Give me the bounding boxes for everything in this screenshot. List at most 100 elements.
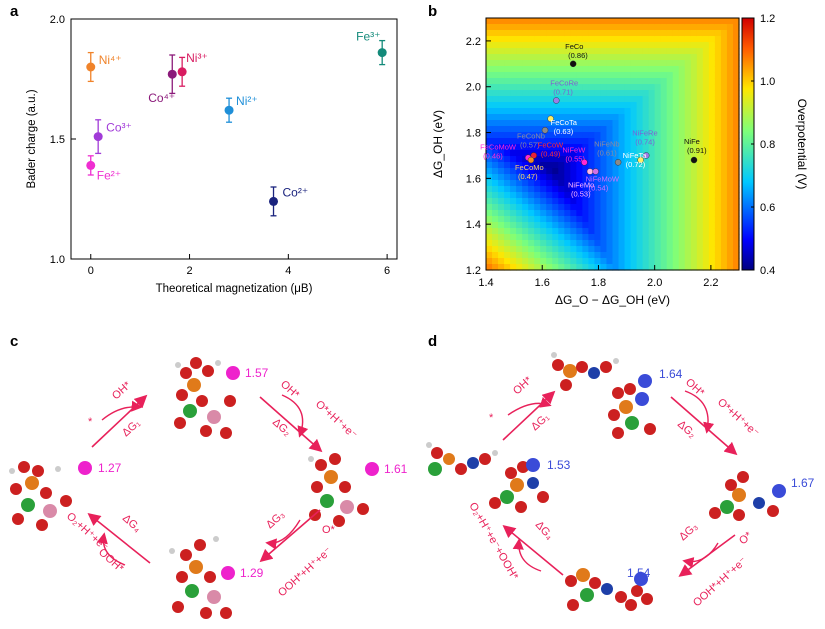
heatmap-cell [540, 102, 547, 109]
heatmap-cell [516, 264, 523, 271]
heatmap-cell [516, 102, 523, 109]
heatmap-cell [528, 258, 535, 265]
heatmap-cell [564, 36, 571, 43]
heatmap-cell [516, 204, 523, 211]
heatmap-cell [606, 96, 614, 103]
heatmap-cell [546, 138, 553, 145]
heatmap-cell [624, 78, 632, 85]
heatmap-cell [732, 204, 740, 211]
heatmap-cell [702, 156, 710, 163]
heatmap-cell [516, 30, 523, 37]
y-tick-label-b: 2.0 [466, 82, 481, 94]
heatmap-cell [732, 144, 740, 151]
heatmap-cell [570, 102, 577, 109]
heatmap-cell [732, 168, 740, 175]
heatmap-cell [522, 198, 529, 205]
heatmap-cell [720, 180, 728, 187]
heatmap-cell [660, 30, 668, 37]
heatmap-cell [498, 108, 505, 115]
active-site-top-d [638, 374, 652, 388]
heatmap-point-name: NiFeMo [568, 180, 594, 189]
heatmap-cell [636, 222, 644, 229]
heatmap-cell [636, 246, 644, 253]
heatmap-cell [540, 96, 547, 103]
heatmap-cell [600, 252, 608, 259]
heatmap-cell [672, 36, 680, 43]
heatmap-cell [624, 30, 632, 37]
heatmap-point-name: FeCoRe [550, 78, 578, 87]
heatmap-cell [648, 228, 656, 235]
heatmap-cell [636, 216, 644, 223]
arrow-step3-c [259, 509, 321, 563]
heatmap-cell [534, 174, 541, 181]
heatmap-cell [528, 78, 535, 85]
step4-product-c: O₂+H⁺+e⁻ [64, 510, 110, 553]
heatmap-cell [540, 48, 547, 55]
heatmap-cell [612, 156, 620, 163]
heatmap-cell [720, 114, 728, 121]
heatmap-cell [594, 18, 602, 25]
heatmap-cell [672, 174, 680, 181]
heatmap-cell [546, 180, 553, 187]
heatmap-cell [636, 228, 644, 235]
heatmap-cell [636, 108, 644, 115]
heatmap-cell [648, 216, 656, 223]
heatmap-cell [732, 48, 740, 55]
heatmap-cell [624, 216, 632, 223]
heatmap-cell [684, 36, 692, 43]
heatmap-cell [570, 246, 577, 253]
heatmap-cell [684, 186, 692, 193]
heatmap-cell [708, 60, 716, 67]
heatmap-cell [636, 264, 644, 271]
heatmap-cell [630, 186, 638, 193]
heatmap-cell [576, 168, 583, 175]
heatmap-cell [606, 204, 614, 211]
heatmap-cell [522, 18, 529, 25]
heatmap-cell [618, 96, 626, 103]
heatmap-cell [708, 138, 716, 145]
heatmap-cell [564, 156, 571, 163]
heatmap-cell [576, 90, 583, 97]
heatmap-cell [690, 24, 698, 31]
heatmap-cell [486, 240, 493, 247]
heatmap-cell [552, 174, 559, 181]
heatmap-cell [618, 198, 626, 205]
heatmap-point-name: NiFe [684, 137, 700, 146]
heatmap-cell [678, 162, 686, 169]
heatmap-cell [690, 264, 698, 271]
heatmap-cell [540, 78, 547, 85]
heatmap-cell [522, 150, 529, 157]
heatmap-cell [522, 84, 529, 91]
heatmap-cell [528, 90, 535, 97]
heatmap-cell [516, 198, 523, 205]
heatmap-cell [714, 252, 722, 259]
heatmap-cell [564, 264, 571, 271]
heatmap-cell [684, 96, 692, 103]
heatmap-cell [504, 90, 511, 97]
heatmap-cell [534, 30, 541, 37]
heatmap-cell [606, 18, 614, 25]
heatmap-cell [582, 150, 590, 157]
heatmap-cell [552, 234, 559, 241]
heatmap-cell [714, 150, 722, 157]
heatmap-cell [726, 246, 734, 253]
heatmap-cell [684, 204, 692, 211]
heatmap-cell [606, 264, 614, 271]
heatmap-cell [660, 72, 668, 79]
heatmap-cell [660, 90, 668, 97]
heatmap-cell [588, 18, 596, 25]
heatmap-cell [576, 72, 583, 79]
heatmap-cell [582, 90, 590, 97]
heatmap-cell [702, 90, 710, 97]
heatmap-cell [660, 186, 668, 193]
heatmap-cell [660, 264, 668, 271]
heatmap-cell [696, 180, 704, 187]
heatmap-cell [678, 96, 686, 103]
heatmap-cell [618, 150, 626, 157]
heatmap-cell [636, 132, 644, 139]
heatmap-cell [708, 90, 716, 97]
heatmap-cell [486, 168, 493, 175]
charge-top-d: 1.64 [659, 367, 683, 381]
heatmap-cell [708, 144, 716, 151]
heatmap-cell [732, 240, 740, 247]
